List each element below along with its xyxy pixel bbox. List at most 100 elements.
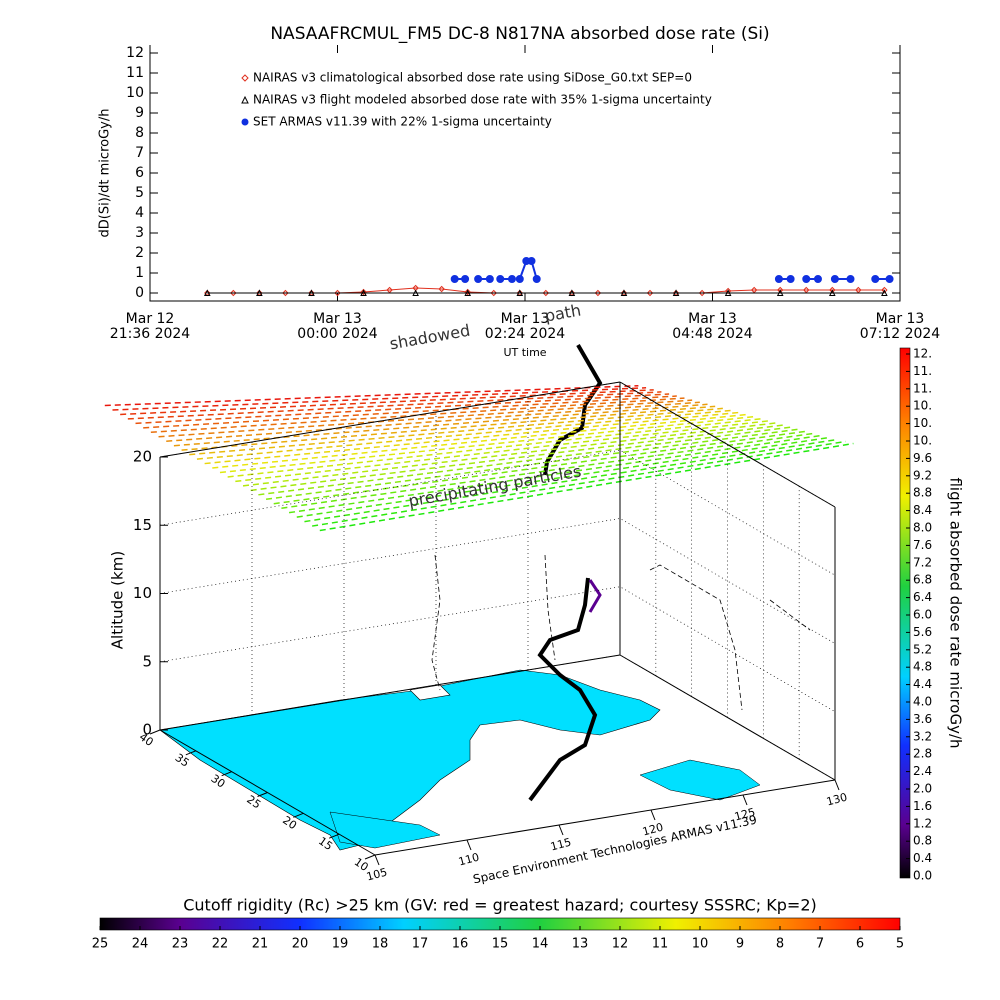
y-tick-label: 1 — [135, 265, 144, 281]
data-point — [474, 275, 483, 283]
colorbar-tick-label: 9 — [736, 937, 744, 952]
x-tick-label: 07:12 2024 — [860, 326, 941, 342]
colorbar-tick-label: 0.8 — [913, 834, 932, 848]
flight-path-shadow — [588, 579, 602, 613]
particle-layer — [181, 405, 716, 451]
map-island — [639, 759, 761, 801]
lon-tick-label: 105 — [365, 866, 389, 884]
lon-tick-label: 130 — [825, 791, 849, 809]
data-point — [516, 289, 524, 296]
z-tick-label: 5 — [142, 652, 152, 670]
data-point — [438, 285, 445, 293]
y-tick-label: 2 — [135, 245, 144, 261]
box-edge — [159, 381, 621, 458]
lon-tick — [466, 839, 472, 851]
colorbar-tick-label: 18 — [372, 937, 389, 952]
annotation: shadowed — [388, 321, 471, 354]
colorbar-tick-label: 6.8 — [913, 573, 932, 587]
colorbar-tick-label: 11. — [913, 364, 932, 378]
chart-title: NASAAFRCMUL_FM5 DC-8 N817NA absorbed dos… — [270, 24, 769, 44]
z-axis-label: Altitude (km) — [109, 551, 127, 649]
colorbar-tick-label: 10. — [913, 399, 932, 413]
map-island — [329, 811, 441, 849]
colorbar-tick-label: 21 — [252, 937, 269, 952]
z-tick-label: 15 — [133, 516, 152, 534]
data-point — [490, 289, 497, 297]
colorbar-tick-label: 24 — [132, 937, 149, 952]
box-edge — [619, 381, 836, 508]
x-tick-label: 00:00 2024 — [297, 326, 378, 342]
particle-layer — [120, 389, 654, 416]
data-point — [412, 289, 419, 296]
colorbar-tick-label: 20 — [292, 937, 309, 952]
data-point — [881, 289, 888, 296]
lon-tick — [834, 779, 840, 791]
box-edge — [374, 779, 836, 856]
data-point — [846, 275, 855, 283]
colorbar-tick-label: 6 — [856, 937, 864, 952]
data-point — [256, 289, 263, 296]
y-tick-label: 8 — [135, 125, 144, 141]
z-tick-label: 10 — [133, 584, 152, 602]
particle-layer — [312, 440, 846, 527]
x-tick-label: Mar 13 — [313, 311, 362, 327]
colorbar-label: flight absorbed dose rate microGy/h — [947, 477, 965, 748]
colorbar-tick-label: 12. — [913, 347, 932, 361]
data-point — [334, 289, 341, 297]
data-point — [464, 289, 472, 296]
colorbar-tick-label: 5.6 — [913, 625, 932, 639]
colorbar-tick-label: 1.6 — [913, 799, 932, 813]
data-point — [496, 275, 505, 283]
y-tick-label: 11 — [126, 65, 144, 81]
colorbar-tick-label: 10. — [913, 416, 932, 430]
x-tick-label: Mar 13 — [876, 311, 925, 327]
lon-tick-label: 110 — [457, 851, 481, 869]
colorbar-tick-label: 17 — [412, 937, 429, 952]
lat-tick — [185, 750, 197, 756]
lat-tick — [257, 792, 268, 797]
colorbar-tick-label: 3.6 — [913, 712, 932, 726]
map-land — [409, 684, 451, 701]
data-point — [203, 289, 211, 296]
data-point — [360, 289, 367, 296]
box-edge — [159, 654, 621, 731]
data-point — [802, 275, 811, 283]
data-point — [813, 275, 822, 283]
colorbar-tick-label: 23 — [172, 937, 189, 952]
lat-tick — [221, 771, 232, 777]
y-tick-label: 6 — [135, 165, 144, 181]
data-point — [461, 275, 470, 283]
legend-marker — [241, 74, 249, 82]
lon-tick — [374, 854, 380, 866]
colorbar-tick-label: 22 — [212, 937, 229, 952]
colorbar-tick-label: 5.2 — [913, 642, 932, 656]
colorbar-tick-label: 8.8 — [913, 486, 932, 500]
colorbar-tick-label: 12 — [612, 937, 629, 952]
data-point — [828, 289, 836, 296]
box-edge — [619, 654, 836, 781]
data-point — [786, 275, 795, 283]
colorbar-tick-label: 11 — [652, 937, 669, 952]
x-tick-label: 04:48 2024 — [672, 326, 753, 342]
x-tick-label: Mar 13 — [501, 311, 550, 327]
x-axis-label: UT time — [503, 346, 546, 359]
colorbar-tick-label: 25 — [92, 937, 109, 952]
colorbar-tick-label: 6.4 — [913, 590, 932, 604]
data-point — [507, 275, 516, 283]
particle-layer — [319, 442, 854, 532]
colorbar-tick-label: 10. — [913, 434, 932, 448]
data-point — [698, 289, 706, 297]
z-tick-label: 20 — [133, 448, 152, 466]
y-tick-label: 9 — [135, 105, 144, 121]
lon-tick — [742, 794, 748, 806]
x-tick-label: 21:36 2024 — [110, 326, 191, 342]
colorbar-tick-label: 0.4 — [913, 851, 932, 865]
colorbar-tick-label: 8.0 — [913, 521, 932, 535]
colorbar-tick-label: 13 — [572, 937, 589, 952]
data-point — [485, 275, 494, 283]
x-tick-label: Mar 12 — [126, 311, 175, 327]
particle-layer — [127, 391, 662, 420]
flight-path — [528, 577, 598, 802]
